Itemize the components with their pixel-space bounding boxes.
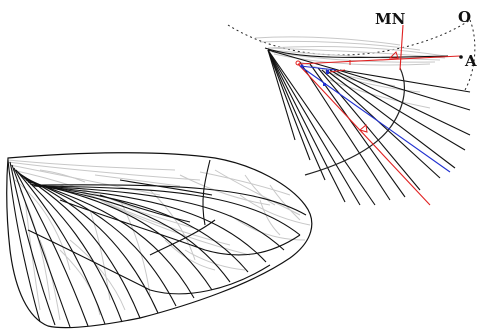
left-wing-light-veins (7, 159, 311, 321)
fan-light-veins (254, 36, 446, 109)
fan-dark-veins (264, 47, 471, 206)
red-markers (295, 51, 399, 133)
point-a-marker (459, 55, 463, 59)
label-o: O (458, 8, 471, 26)
blue-markers (300, 64, 329, 86)
dotted-arc-o (227, 19, 471, 56)
fan-diagram: MN O A (227, 8, 477, 206)
red-lines (297, 24, 461, 206)
label-a: A (464, 52, 477, 70)
label-mn: MN (375, 10, 406, 28)
fan-arc (304, 67, 406, 176)
left-wing (6, 152, 313, 329)
left-wing-dark-veins (7, 159, 307, 328)
left-wing-outline (6, 152, 313, 329)
